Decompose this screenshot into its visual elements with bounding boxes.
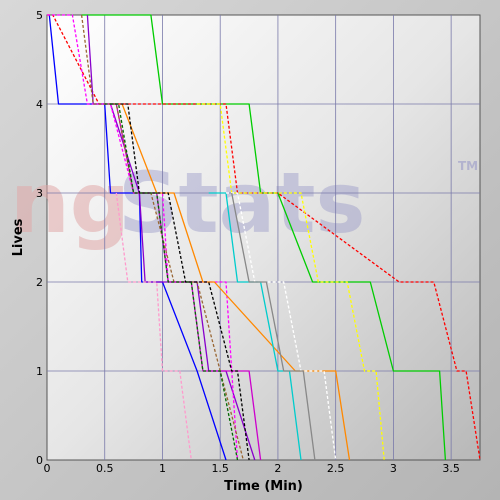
series-line-9 — [110, 103, 250, 461]
ngstats-watermark: ng Stats TM — [10, 154, 478, 252]
y-tick-label: 3 — [36, 187, 43, 200]
x-tick-label: 0 — [44, 462, 51, 475]
series-line-14 — [115, 192, 192, 461]
x-axis-title: Time (Min) — [224, 479, 303, 494]
series-line-3 — [47, 14, 481, 461]
x-tick-label: 3.5 — [442, 462, 460, 475]
series-layer — [47, 14, 481, 461]
x-tick-label: 2 — [274, 462, 281, 475]
y-tick-label: 4 — [36, 98, 43, 111]
y-tick-label: 1 — [36, 365, 43, 378]
y-tick-label: 0 — [36, 454, 43, 467]
series-line-15 — [231, 192, 316, 461]
watermark-stats: Stats — [118, 154, 366, 252]
x-axis-ticks: 0 0.5 1 1.5 2 2.5 3 3.5 — [44, 462, 460, 475]
watermark-ng: ng — [10, 154, 130, 252]
series-line-11 — [197, 103, 385, 461]
series-line-2 — [81, 14, 447, 461]
watermark-trademark: TM — [458, 159, 478, 173]
y-axis-title: Lives — [11, 218, 26, 256]
x-tick-label: 0.5 — [96, 462, 114, 475]
x-tick-label: 3 — [390, 462, 397, 475]
series-line-10 — [104, 103, 239, 461]
y-tick-label: 2 — [36, 276, 43, 289]
y-axis-ticks: 0 1 2 3 4 5 — [36, 9, 43, 467]
x-tick-label: 1 — [159, 462, 166, 475]
y-tick-label: 5 — [36, 9, 43, 22]
plot-area — [46, 14, 481, 461]
x-tick-label: 2.5 — [327, 462, 345, 475]
series-line-13 — [226, 192, 337, 461]
x-tick-label: 1.5 — [211, 462, 229, 475]
